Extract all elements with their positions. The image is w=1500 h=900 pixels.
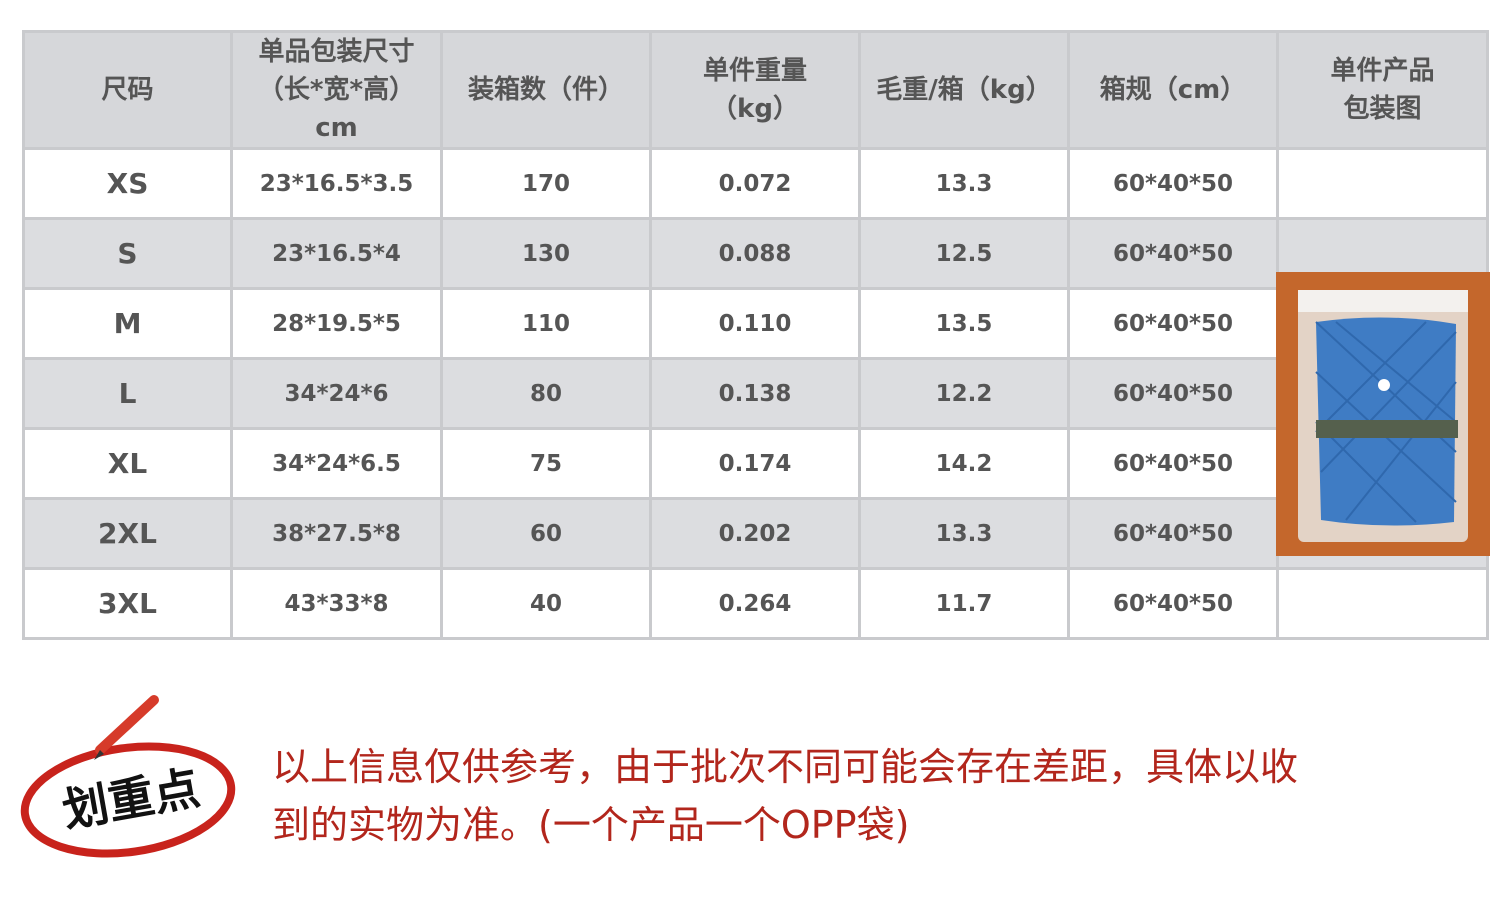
data-cell: 40 [440,567,652,640]
header-cell: 单件重量 （kg） [649,30,861,150]
size-cell: 3XL [22,567,233,640]
header-line: 包装图 [1343,94,1422,124]
table-row: L 34*24*6 80 0.138 12.2 60*40*50 [22,357,1489,430]
data-cell: 12.5 [858,217,1070,290]
data-cell: 0.202 [649,497,861,570]
table-row: 2XL 38*27.5*8 60 0.202 13.3 60*40*50 [22,497,1489,570]
data-cell: 13.3 [858,147,1070,220]
image-cell [1276,147,1489,220]
package-photo [1276,272,1490,556]
header-cell: 单品包装尺寸 （长*宽*高） cm [230,30,443,150]
notice-line: 以上信息仅供参考，由于批次不同可能会存在差距，具体以收 [272,745,1299,789]
header-line: 单品包装尺寸 [258,37,415,67]
header-line: 箱规（cm） [1099,75,1247,105]
size-cell: S [22,217,233,290]
data-cell: 0.138 [649,357,861,430]
header-cell: 装箱数（件） [440,30,652,150]
header-line: 单件重量 [702,56,807,86]
data-cell: 75 [440,427,652,500]
data-cell: 80 [440,357,652,430]
data-cell: 23*16.5*4 [230,217,443,290]
notice-line: 到的实物为准。(一个产品一个OPP袋) [272,803,910,847]
data-cell: 13.3 [858,497,1070,570]
data-cell: 60*40*50 [1067,497,1279,570]
data-cell: 0.110 [649,287,861,360]
header-line: （长*宽*高） [257,75,416,105]
data-cell: 60 [440,497,652,570]
size-cell: XL [22,427,233,500]
header-row: 尺码 单品包装尺寸 （长*宽*高） cm 装箱数（件） 单件重量 （kg） 毛重/箱（kg） 箱… [22,30,1489,150]
table-row: XL 34*24*6.5 75 0.174 14.2 60*40*50 [22,427,1489,500]
data-cell: 60*40*50 [1067,567,1279,640]
table-row: XS 23*16.5*3.5 170 0.072 13.3 60*40*50 [22,147,1489,220]
size-cell: L [22,357,233,430]
size-cell: XS [22,147,233,220]
data-cell: 28*19.5*5 [230,287,443,360]
data-cell: 23*16.5*3.5 [230,147,443,220]
badge: 划重点 [20,695,236,858]
size-cell: M [22,287,233,360]
header-cell: 单件产品 包装图 [1276,30,1489,150]
header-cell: 毛重/箱（kg） [858,30,1070,150]
data-cell: 34*24*6 [230,357,443,430]
data-cell: 60*40*50 [1067,147,1279,220]
data-cell: 60*40*50 [1067,217,1279,290]
table-row: 3XL 43*33*8 40 0.264 11.7 60*40*50 [22,567,1489,640]
data-cell: 0.072 [649,147,861,220]
header-line: 尺码 [101,75,154,105]
header-cell: 尺码 [22,30,233,150]
data-cell: 13.5 [858,287,1070,360]
header-line: （kg） [711,94,799,124]
data-cell: 11.7 [858,567,1070,640]
table-body: XS 23*16.5*3.5 170 0.072 13.3 60*40*50 S 23*16.… [22,147,1489,640]
table-row: M 28*19.5*5 110 0.110 13.5 60*40*50 [22,287,1489,360]
header-cell: 箱规（cm） [1067,30,1279,150]
image-cell [1276,567,1489,640]
data-cell: 130 [440,217,652,290]
data-cell: 43*33*8 [230,567,443,640]
data-cell: 60*40*50 [1067,357,1279,430]
data-cell: 0.088 [649,217,861,290]
spec-table: 尺码 单品包装尺寸 （长*宽*高） cm 装箱数（件） 单件重量 （kg） 毛重/箱（kg） 箱… [22,30,1489,640]
data-cell: 110 [440,287,652,360]
data-cell: 170 [440,147,652,220]
header-line: 装箱数（件） [467,75,624,105]
data-cell: 38*27.5*8 [230,497,443,570]
data-cell: 0.174 [649,427,861,500]
data-cell: 60*40*50 [1067,287,1279,360]
header-line: cm [315,113,358,143]
header-line: 单件产品 [1330,56,1435,86]
size-cell: 2XL [22,497,233,570]
table-row: S 23*16.5*4 130 0.088 12.5 60*40*50 [22,217,1489,290]
data-cell: 0.264 [649,567,861,640]
data-cell: 34*24*6.5 [230,427,443,500]
notice-text: 以上信息仅供参考，由于批次不同可能会存在差距，具体以收 到的实物为准。(一个产品… [272,738,1298,854]
data-cell: 12.2 [858,357,1070,430]
header-line: 毛重/箱（kg） [876,75,1052,105]
data-cell: 60*40*50 [1067,427,1279,500]
data-cell: 14.2 [858,427,1070,500]
